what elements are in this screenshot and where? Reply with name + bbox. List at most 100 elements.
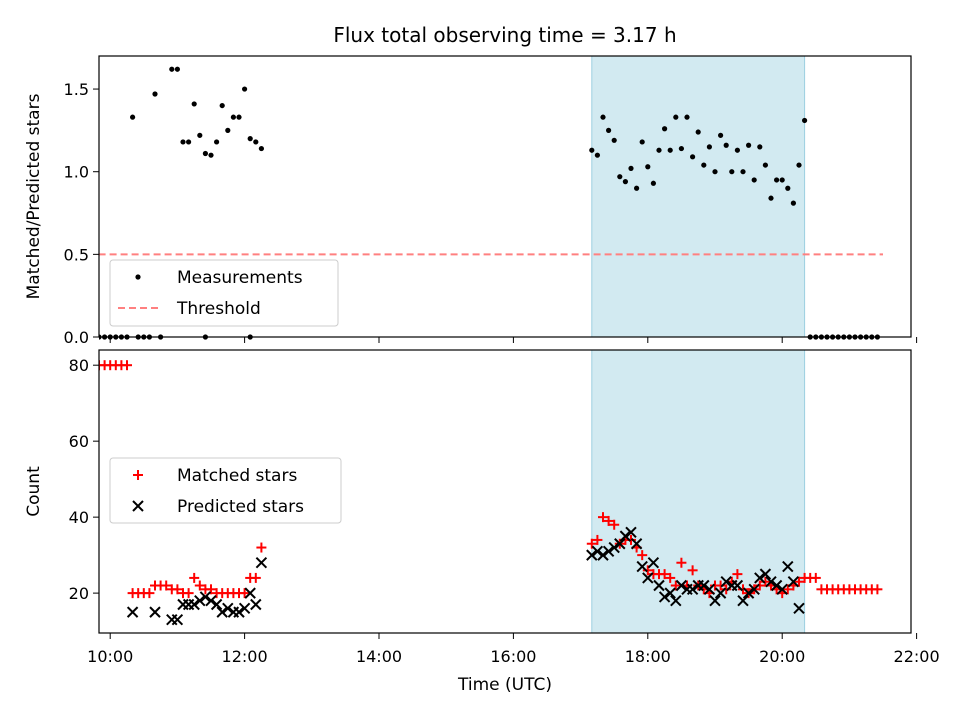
- predicted-star-point: [731, 579, 744, 592]
- predicted-star-point: [608, 541, 620, 554]
- matched-star-point: [609, 519, 620, 530]
- measurement-point: [645, 164, 651, 170]
- predicted-star-point: [233, 606, 245, 618]
- predicted-star-point: [670, 595, 682, 607]
- measurement-point: [746, 142, 752, 148]
- matched-star-point: [659, 569, 670, 580]
- predicted-star-point: [765, 576, 777, 588]
- matched-star-point: [161, 580, 172, 591]
- legend-box: [109, 259, 339, 327]
- matched-star-point: [256, 542, 267, 553]
- measurement-point: [734, 147, 741, 153]
- legend-label: Measurements: [177, 268, 303, 288]
- predicted-star-point: [171, 613, 184, 626]
- matched-star-point: [754, 580, 765, 591]
- matched-star-point: [239, 588, 250, 599]
- y-tick-label: 1.0: [64, 163, 89, 182]
- predicted-star-point: [714, 587, 727, 599]
- predicted-star-point: [664, 587, 676, 599]
- measurement-point: [706, 144, 713, 150]
- chart-title: Flux total observing time = 3.17 h: [333, 23, 676, 47]
- measurement-point: [723, 142, 729, 148]
- matched-star-point: [172, 584, 183, 595]
- matched-star-point: [626, 534, 636, 545]
- predicted-star-point: [149, 606, 161, 618]
- measurement-point: [258, 145, 264, 152]
- x-tick-label: 18:00: [625, 647, 671, 666]
- measurement-point: [768, 195, 774, 201]
- predicted-star-point: [782, 560, 794, 573]
- matched-star-point: [592, 534, 603, 545]
- measurement-point: [673, 114, 679, 120]
- predicted-star-point: [647, 557, 660, 569]
- measurement-point: [225, 127, 231, 133]
- x-axis-label: Time (UTC): [457, 675, 552, 695]
- measurement-point: [667, 147, 673, 153]
- predicted-star-point: [199, 591, 212, 603]
- matched-star-point: [250, 572, 261, 583]
- measurement-point: [639, 139, 645, 145]
- bottom-legend: Matched stars Predicted stars: [109, 457, 342, 524]
- predicted-star-point: [222, 602, 234, 615]
- legend-label: Predicted stars: [177, 497, 304, 517]
- matched-star-point: [603, 515, 614, 526]
- matched-star-point: [189, 572, 200, 583]
- top-legend: Measurements Threshold: [109, 259, 339, 327]
- measurement-point: [790, 200, 797, 206]
- measurement-point: [701, 162, 707, 168]
- measurement-point: [202, 150, 208, 157]
- predicted-star-point: [698, 579, 710, 592]
- measurement-point: [650, 180, 657, 186]
- bottom-panel: 20 40 60 80 10:00 12:00 14:00 16:00 18:00 20:00 22…: [24, 349, 940, 666]
- matched-star-point: [794, 576, 804, 587]
- predicted-star-point: [238, 602, 251, 615]
- matched-star-point: [637, 550, 648, 561]
- legend-label: Matched stars: [177, 466, 297, 486]
- predicted-star-point: [642, 572, 654, 584]
- predicted-star-point: [126, 606, 139, 618]
- measurement-point: [617, 174, 623, 180]
- top-axes-frame: [98, 55, 912, 338]
- predicted-star-point: [748, 583, 760, 596]
- predicted-star-point: [625, 526, 637, 539]
- predicted-star-point: [591, 545, 604, 558]
- y-tick-label: 0.0: [64, 328, 89, 347]
- measurement-point: [186, 139, 192, 145]
- matched-star-point: [144, 588, 155, 599]
- matched-star-point: [738, 584, 748, 595]
- legend-box: [109, 457, 342, 524]
- predicted-star-point: [653, 579, 665, 592]
- measurement-point: [230, 114, 236, 120]
- y-tick-label: 60: [69, 432, 89, 451]
- measurement-point: [690, 154, 696, 160]
- predicted-star-point: [630, 538, 643, 550]
- predicted-star-point: [597, 549, 609, 561]
- measurement-point: [622, 179, 629, 185]
- legend-label: Threshold: [176, 299, 261, 319]
- top-y-axis-label: Matched/Predicted stars: [24, 93, 44, 299]
- predicted-star-point: [737, 595, 749, 607]
- measurement-point: [762, 162, 769, 168]
- predicted-star-point: [619, 530, 632, 542]
- predicted-star-point: [216, 606, 228, 618]
- matched-star-point: [760, 576, 771, 587]
- predicted-star-point: [658, 591, 671, 603]
- measurement-point: [152, 91, 158, 97]
- measurement-point: [197, 132, 203, 138]
- matched-star-point: [194, 580, 205, 591]
- y-tick-label: 80: [69, 356, 89, 375]
- measurement-point: [656, 147, 662, 153]
- matched-star-point: [721, 584, 732, 595]
- predicted-star-point: [703, 583, 716, 596]
- predicted-star-point: [720, 576, 732, 588]
- measurement-point: [180, 139, 186, 145]
- matched-star-point: [872, 584, 883, 595]
- predicted-star-point: [709, 595, 721, 607]
- matched-star-point: [732, 569, 743, 580]
- matched-star-point: [687, 565, 698, 576]
- measurement-point: [779, 177, 785, 183]
- predicted-star-point: [188, 598, 200, 611]
- measurement-point: [662, 126, 668, 132]
- legend-marker: [133, 470, 143, 480]
